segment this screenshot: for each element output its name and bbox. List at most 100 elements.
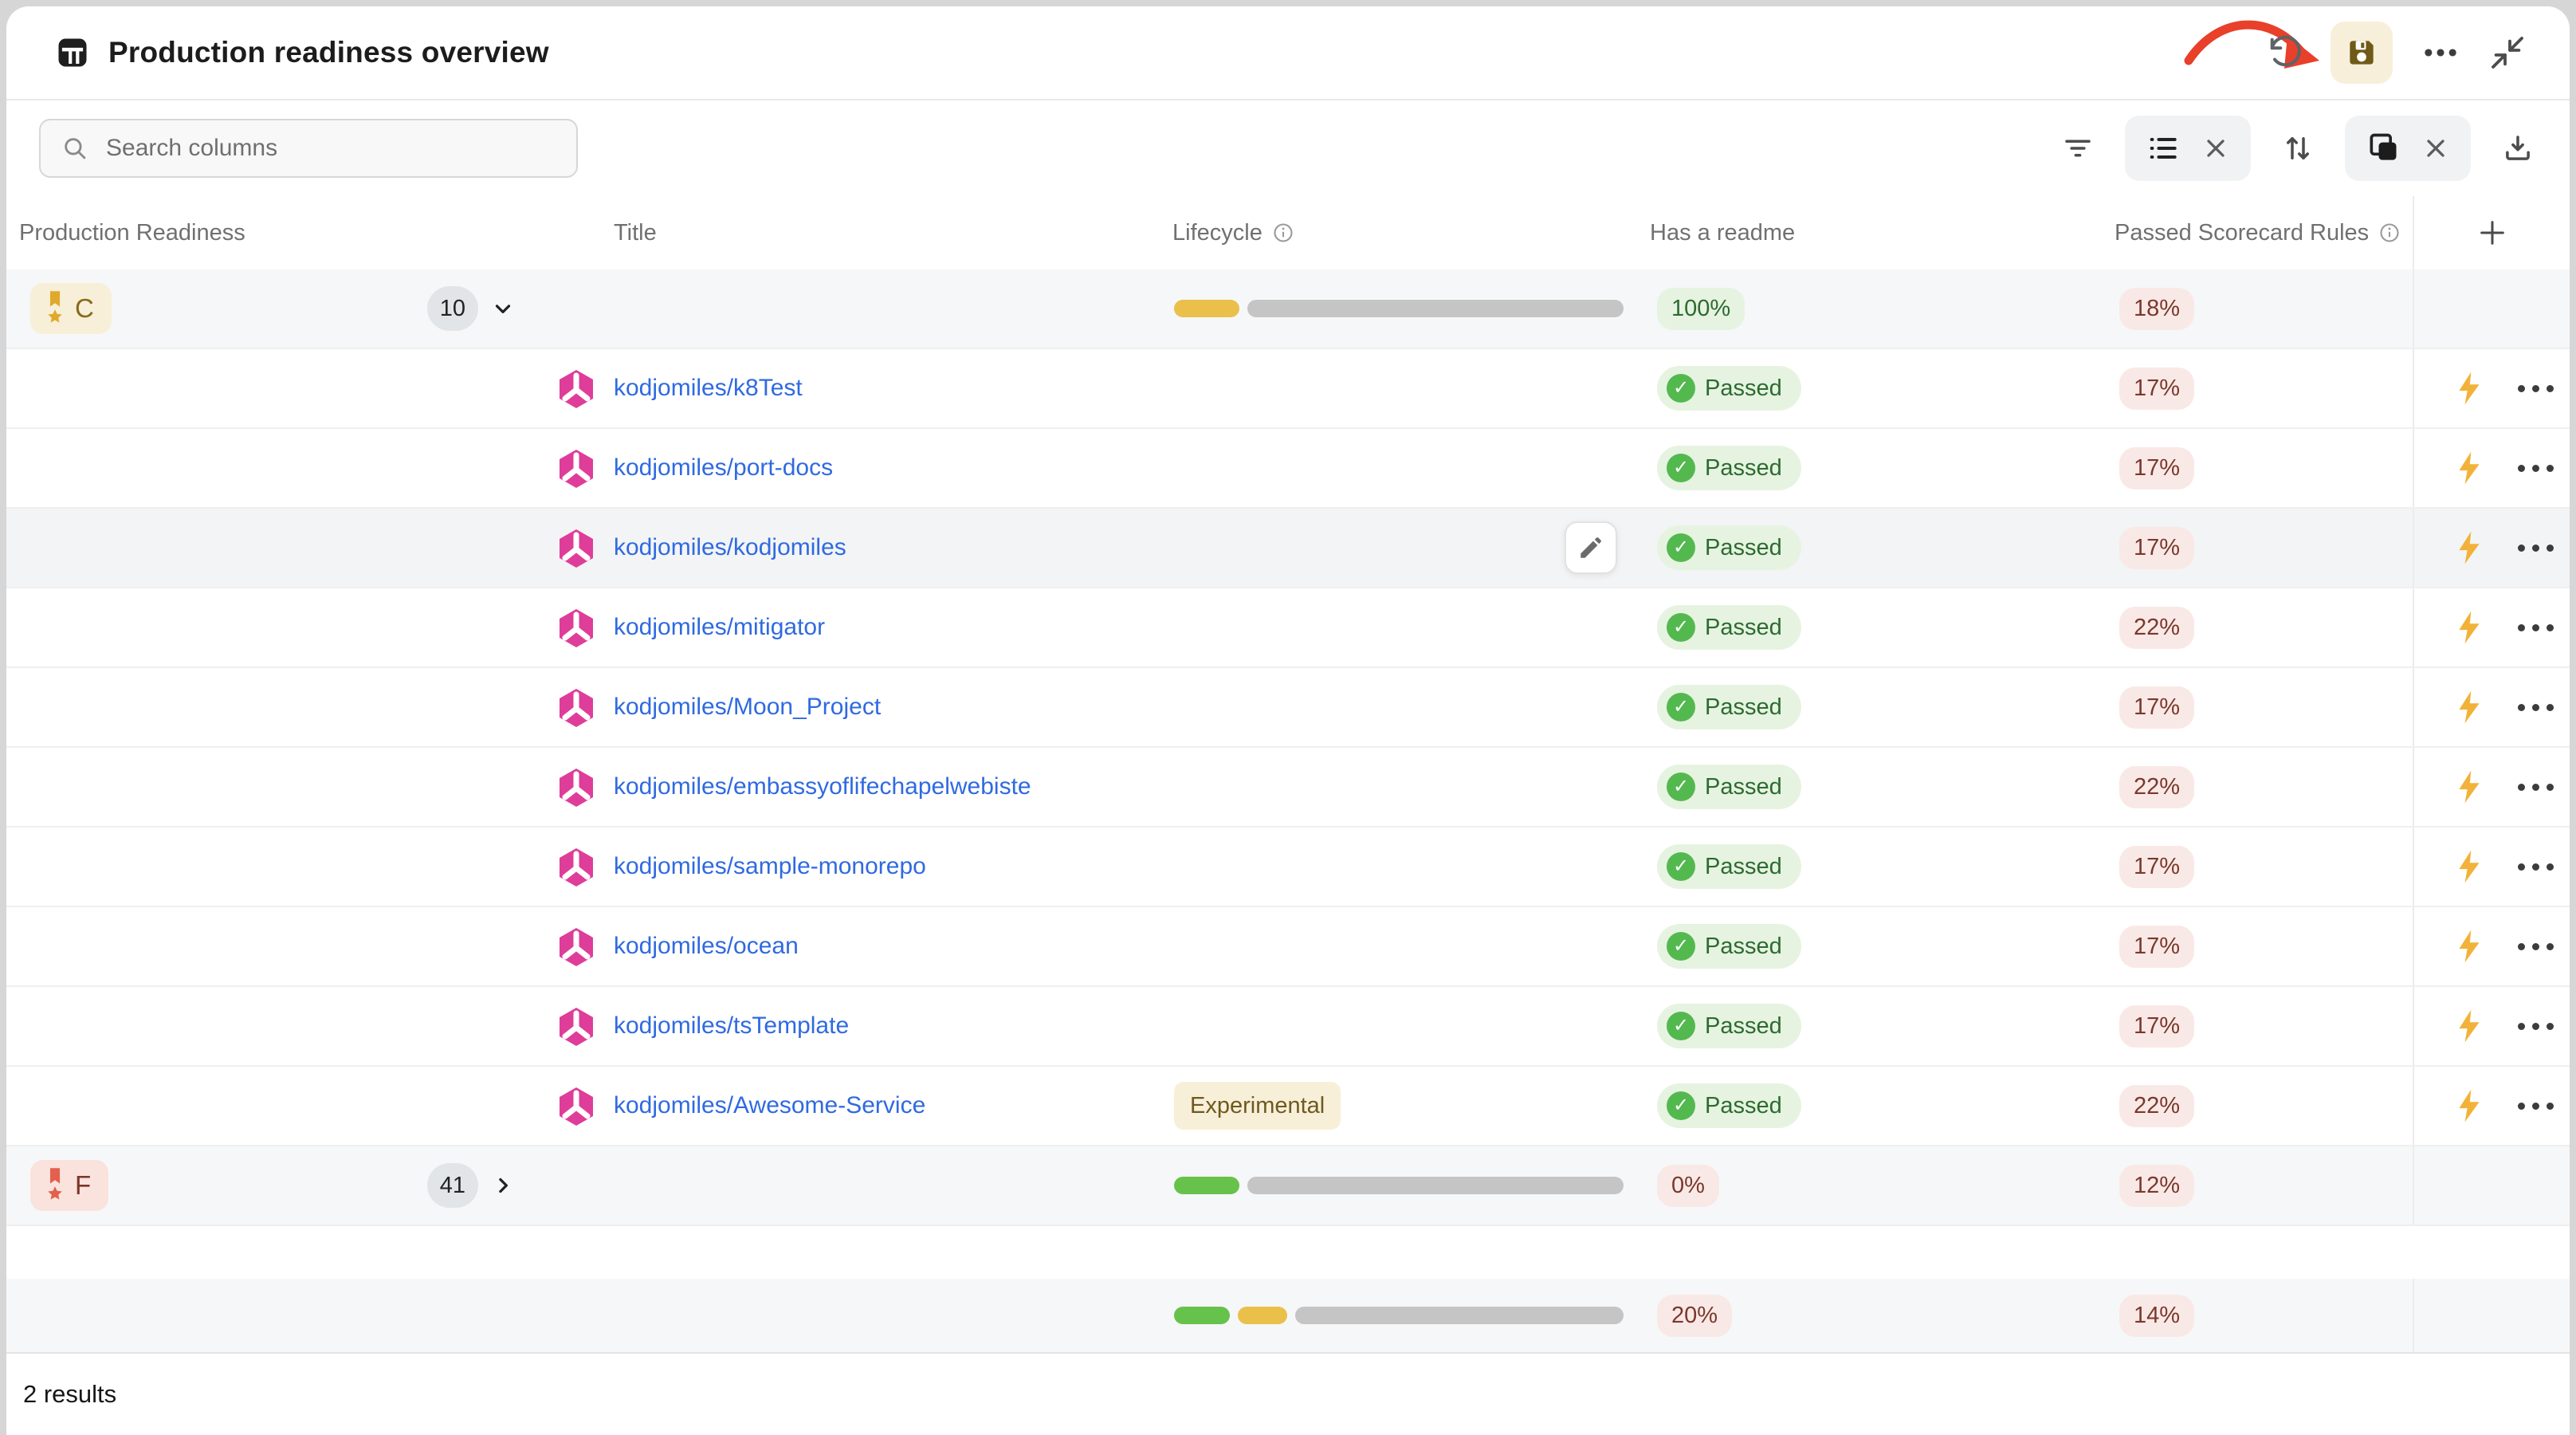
group-count: 41	[426, 1163, 478, 1208]
entity-link[interactable]: kodjomiles/port-docs	[614, 454, 834, 481]
more-options-button[interactable]	[2420, 32, 2461, 73]
check-icon: ✓	[1667, 374, 1695, 403]
entity-link[interactable]: kodjomiles/Moon_Project	[614, 694, 882, 720]
sort-icon[interactable]	[2281, 132, 2315, 165]
run-action-bolt-icon[interactable]	[2454, 450, 2484, 486]
scorecard-percent-badge: 12%	[2119, 1164, 2195, 1207]
service-cube-icon	[558, 448, 595, 488]
column-header-lifecycle[interactable]: Lifecycle	[1153, 196, 1639, 269]
table-row: kodjomiles/port-docs ✓ Passed 17%	[6, 429, 2570, 509]
scorecard-percent-badge: 17%	[2119, 367, 2195, 410]
table-row: kodjomiles/kodjomiles ✓ Passed 17%	[6, 509, 2570, 588]
row-more-options[interactable]	[2518, 384, 2554, 392]
titlebar-actions	[2267, 6, 2527, 99]
run-action-bolt-icon[interactable]	[2454, 1008, 2484, 1044]
filter-icon[interactable]	[2061, 132, 2095, 165]
group-toggle[interactable]: 41	[426, 1163, 515, 1208]
table-row: kodjomiles/mitigator ✓ Passed 22%	[6, 588, 2570, 668]
grade-label: F	[75, 1170, 92, 1200]
clear-copy-icon[interactable]	[2421, 134, 2450, 163]
results-count: 2 results	[6, 1354, 2570, 1435]
check-icon: ✓	[1667, 932, 1695, 961]
entity-link[interactable]: kodjomiles/embassyoflifechapelwebiste	[614, 773, 1031, 800]
undo-button[interactable]	[2267, 34, 2303, 71]
column-header-passed-scorecard[interactable]: Passed Scorecard Rules	[2110, 196, 2414, 269]
grade-badge: F	[30, 1160, 109, 1211]
group-toggle[interactable]: 10	[426, 286, 515, 331]
bar-segment	[1174, 300, 1239, 317]
table-row: kodjomiles/Moon_Project ✓ Passed 17%	[6, 668, 2570, 748]
entity-link[interactable]: kodjomiles/ocean	[614, 933, 799, 959]
passed-label: Passed	[1705, 375, 1782, 401]
readme-passed-badge: ✓ Passed	[1657, 1004, 1801, 1048]
bar-segment	[1247, 300, 1624, 317]
run-action-bolt-icon[interactable]	[2454, 690, 2484, 725]
row-more-options[interactable]	[2518, 863, 2554, 871]
row-more-options[interactable]	[2518, 703, 2554, 711]
info-icon[interactable]	[2378, 222, 2401, 244]
row-more-options[interactable]	[2518, 783, 2554, 791]
save-button[interactable]	[2331, 22, 2393, 84]
edit-pencil-button[interactable]	[1565, 521, 1617, 574]
run-action-bolt-icon[interactable]	[2454, 610, 2484, 645]
entity-link[interactable]: kodjomiles/mitigator	[614, 614, 826, 640]
clear-group-icon[interactable]	[2201, 134, 2230, 163]
readme-passed-badge: ✓ Passed	[1657, 446, 1801, 490]
entity-link[interactable]: kodjomiles/kodjomiles	[614, 534, 846, 560]
passed-label: Passed	[1705, 773, 1782, 800]
row-more-options[interactable]	[2518, 942, 2554, 950]
readme-passed-badge: ✓ Passed	[1657, 844, 1801, 889]
run-action-bolt-icon[interactable]	[2454, 530, 2484, 565]
run-action-bolt-icon[interactable]	[2454, 371, 2484, 406]
page-title: Production readiness overview	[108, 36, 549, 69]
table-widget-icon	[56, 36, 89, 69]
passed-label: Passed	[1705, 1092, 1782, 1119]
entity-link[interactable]: kodjomiles/tsTemplate	[614, 1012, 850, 1039]
table-gap	[6, 1226, 2570, 1279]
readme-passed-badge: ✓ Passed	[1657, 685, 1801, 729]
column-header-title[interactable]: Title	[614, 219, 657, 246]
readme-percent-badge: 100%	[1657, 287, 1745, 330]
collapse-icon[interactable]	[2488, 33, 2527, 72]
search-box[interactable]	[39, 119, 578, 178]
column-header-has-readme[interactable]: Has a readme	[1650, 219, 1796, 246]
table-row: kodjomiles/tsTemplate ✓ Passed 17%	[6, 987, 2570, 1067]
entity-link[interactable]: kodjomiles/k8Test	[614, 375, 803, 401]
row-more-options[interactable]	[2518, 464, 2554, 472]
check-icon: ✓	[1667, 1091, 1695, 1120]
bar-segment	[1238, 1307, 1287, 1324]
info-icon[interactable]	[1272, 222, 1294, 244]
summary-readme-badge: 20%	[1657, 1294, 1733, 1337]
readme-passed-badge: ✓ Passed	[1657, 366, 1801, 411]
passed-label: Passed	[1705, 1012, 1782, 1039]
run-action-bolt-icon[interactable]	[2454, 849, 2484, 884]
readme-passed-badge: ✓ Passed	[1657, 765, 1801, 809]
row-more-options[interactable]	[2518, 1022, 2554, 1030]
summary-readiness-bars	[6, 1279, 544, 1352]
run-action-bolt-icon[interactable]	[2454, 769, 2484, 804]
row-more-options[interactable]	[2518, 623, 2554, 631]
entity-link[interactable]: kodjomiles/sample-monorepo	[614, 853, 926, 879]
titlebar: Production readiness overview	[6, 6, 2570, 100]
entity-link[interactable]: kodjomiles/Awesome-Service	[614, 1092, 926, 1119]
lifecycle-bar	[1174, 1177, 1624, 1194]
add-column-button[interactable]	[2414, 196, 2570, 269]
column-header-production-readiness[interactable]: Production Readiness	[19, 219, 245, 246]
readme-passed-badge: ✓ Passed	[1657, 525, 1801, 570]
list-icon[interactable]	[2146, 131, 2181, 166]
search-input[interactable]	[106, 135, 556, 162]
service-cube-icon	[558, 767, 595, 807]
check-icon: ✓	[1667, 613, 1695, 642]
row-more-options[interactable]	[2518, 1102, 2554, 1110]
scorecard-percent-badge: 17%	[2119, 845, 2195, 888]
summary-lifecycle-bar	[1153, 1279, 1639, 1352]
bar-segment	[1247, 1177, 1624, 1194]
run-action-bolt-icon[interactable]	[2454, 929, 2484, 964]
table-row: kodjomiles/embassyoflifechapelwebiste ✓ …	[6, 748, 2570, 828]
row-more-options[interactable]	[2518, 544, 2554, 552]
download-icon[interactable]	[2501, 132, 2535, 165]
passed-label: Passed	[1705, 534, 1782, 560]
table-row: kodjomiles/Awesome-Service Experimental …	[6, 1067, 2570, 1146]
run-action-bolt-icon[interactable]	[2454, 1088, 2484, 1123]
layers-icon[interactable]	[2366, 131, 2401, 166]
